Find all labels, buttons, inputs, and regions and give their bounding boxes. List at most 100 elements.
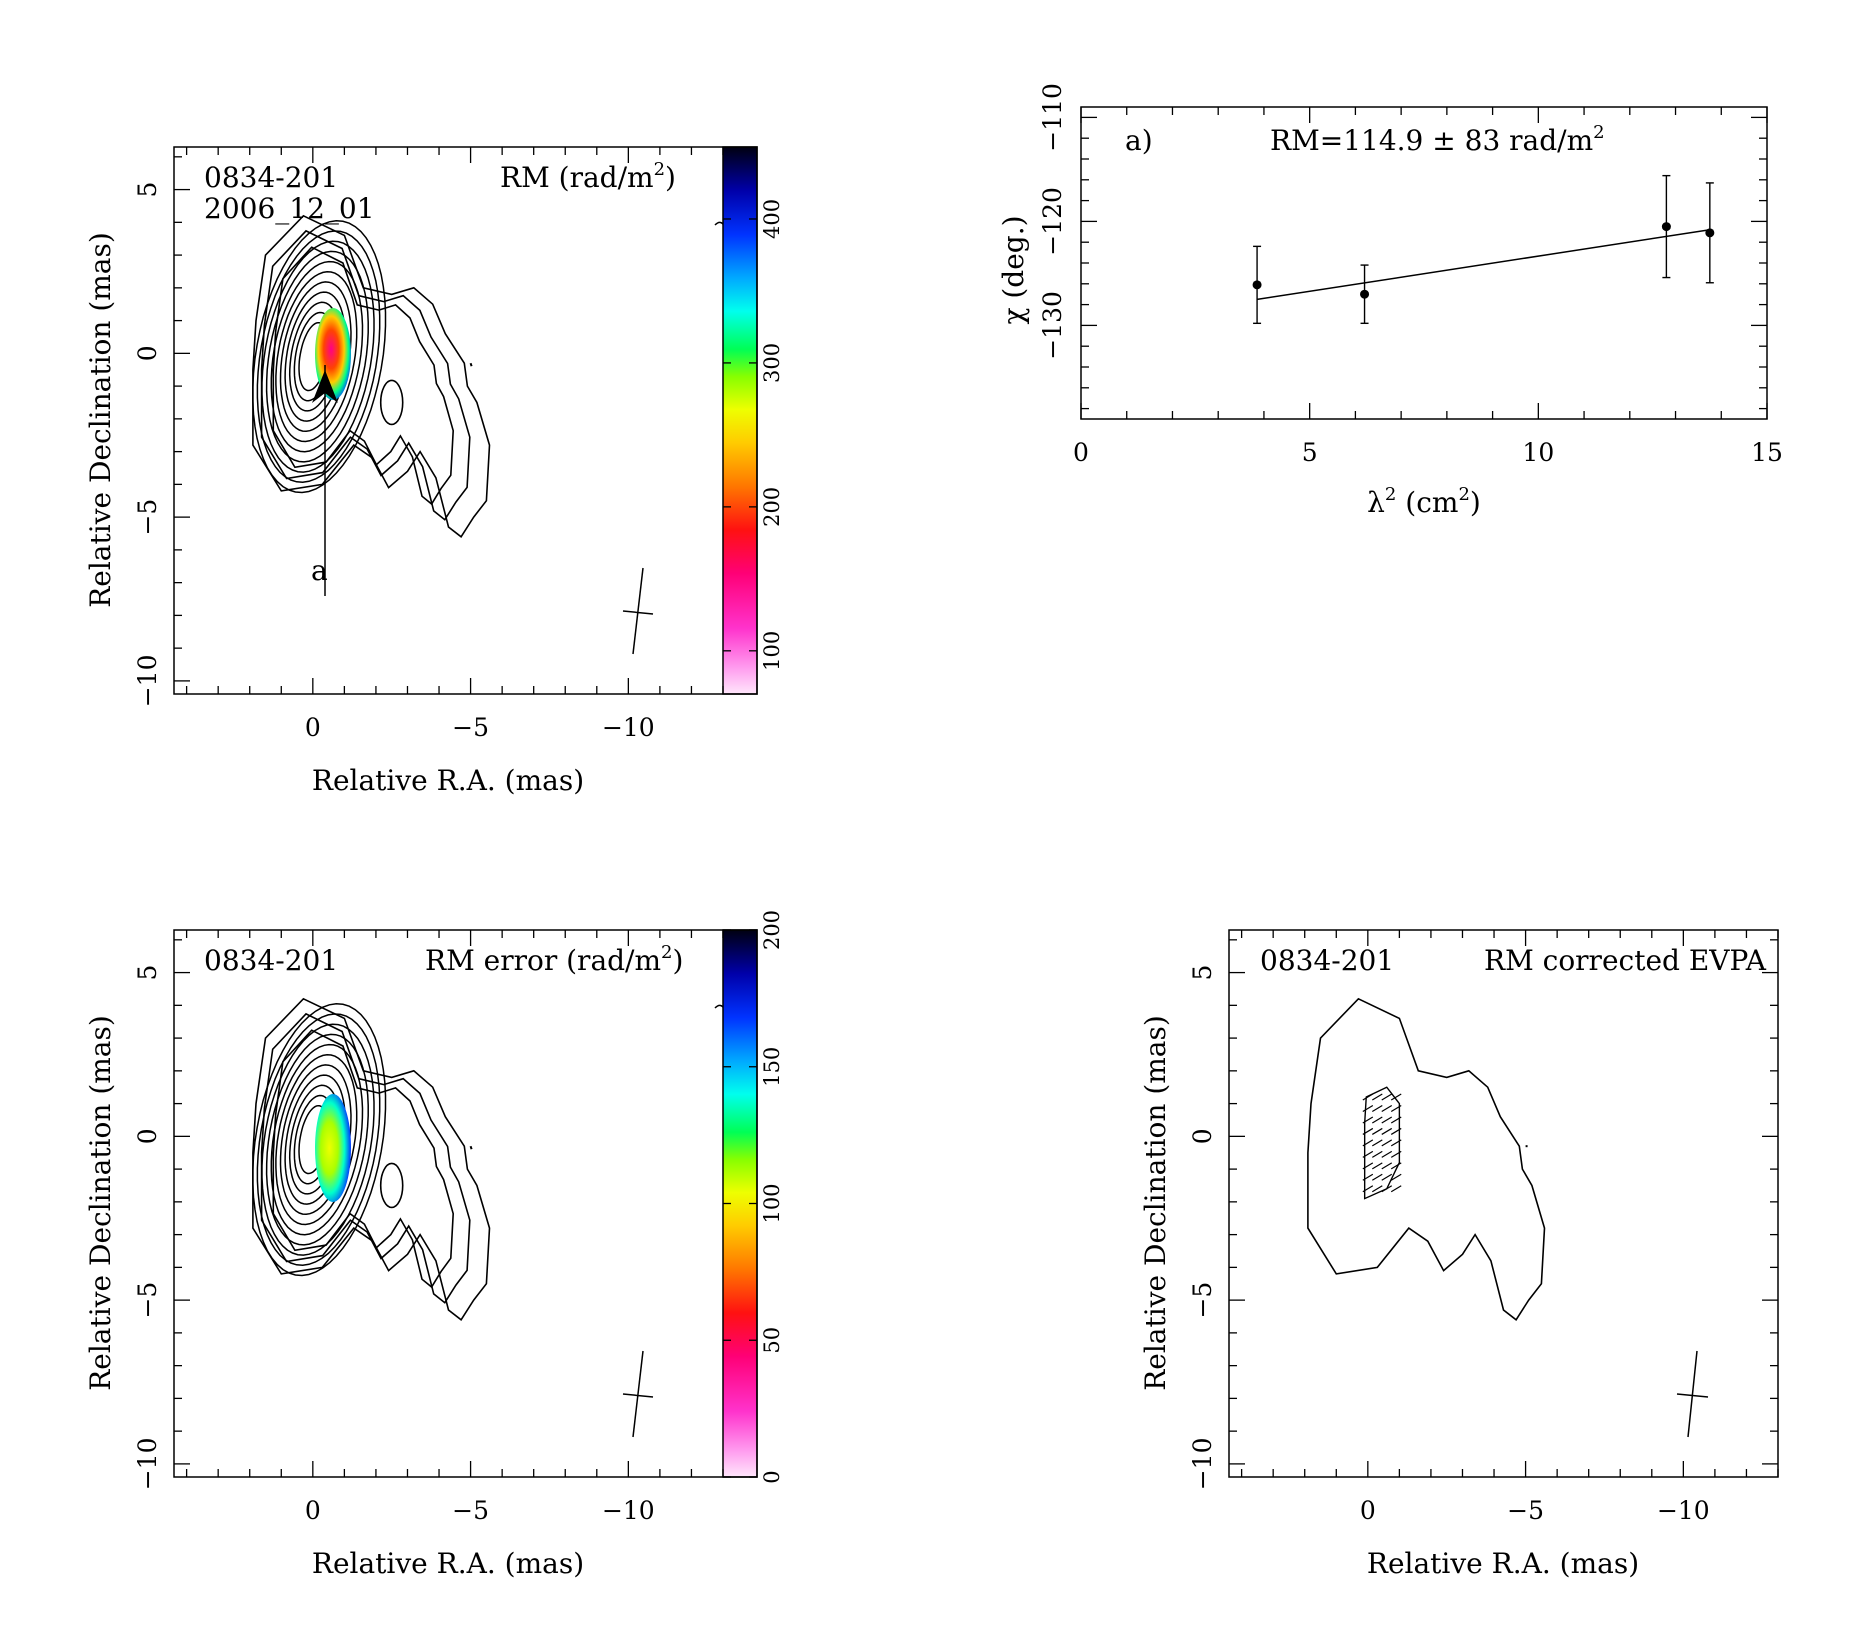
evpa-ylabel: Relative Declination (mas) (1139, 1015, 1172, 1391)
rm-error-contours (252, 997, 723, 1321)
evpa-frame (1228, 929, 1779, 1478)
colorbar-tick-label: 0 (760, 1470, 784, 1483)
contour (252, 1003, 387, 1277)
y-tick-label: −110 (1038, 83, 1067, 152)
x-tick-label: 0 (1073, 438, 1089, 467)
y-tick-label: −5 (133, 1282, 162, 1319)
rm-fit-marks (1252, 174, 1715, 325)
contour (469, 362, 473, 367)
data-point (1661, 222, 1671, 232)
evpa-vector (1362, 1093, 1374, 1101)
contour (275, 1054, 358, 1226)
contour (261, 1023, 375, 1256)
contour (284, 1074, 346, 1205)
evpa-vector (1362, 1139, 1374, 1147)
evpa-vector (1371, 1185, 1383, 1193)
contour (256, 1013, 381, 1267)
contour (252, 220, 387, 494)
x-tick-label: 0 (305, 1496, 321, 1525)
evpa-vector (1381, 1150, 1393, 1158)
evpa-axes: 0 −5 −10 5 0 −5 −10 (1188, 930, 1779, 1525)
evpa-vector (1371, 1093, 1383, 1101)
evpa-vector (1362, 1173, 1374, 1181)
rm-map-axes: 0 −5 −10 5 0 −5 −10 100 200 300 400 (133, 147, 784, 742)
evpa-vector (1362, 1104, 1374, 1113)
panel-rm-error-map: 0834-201 RM error (rad/m2) Relative R.A.… (84, 910, 784, 1580)
y-tick-label: −10 (1188, 1438, 1217, 1491)
x-tick-label: −5 (1507, 1496, 1544, 1525)
contour (275, 271, 358, 443)
x-tick-label: −10 (602, 1496, 655, 1525)
colorbar-tick-label: 200 (760, 487, 784, 527)
y-tick-label: −10 (133, 1438, 162, 1491)
evpa-vector (1371, 1162, 1383, 1170)
y-tick-label: 0 (133, 1128, 162, 1144)
evpa-vector (1390, 1173, 1402, 1181)
x-tick-label: −10 (1657, 1496, 1710, 1525)
rm-fit-axes: 0 5 10 15 −110 −120 −130 (1038, 83, 1783, 467)
panel-evpa-map: 0834-201 RM corrected EVPA Relative R.A.… (1139, 929, 1779, 1580)
evpa-vector (1390, 1150, 1402, 1158)
evpa-region (1363, 1086, 1401, 1200)
evpa-vector (1390, 1093, 1402, 1101)
rm-error-ylabel: Relative Declination (mas) (84, 1015, 117, 1391)
y-tick-label: 0 (1188, 1128, 1217, 1144)
rm-map-frame (173, 146, 758, 695)
y-tick-label: −5 (133, 499, 162, 536)
y-tick-label: 5 (133, 182, 162, 198)
evpa-vector (1371, 1139, 1383, 1147)
evpa-contours (1307, 997, 1546, 1321)
rm-error-beam (622, 1350, 654, 1438)
evpa-xlabel: Relative R.A. (mas) (1367, 1547, 1639, 1580)
rm-fit-annotation: RM=114.9 ± 83 rad/m2 (1270, 122, 1605, 157)
evpa-vector (1381, 1116, 1393, 1124)
contour (270, 260, 364, 453)
x-tick-label: 0 (305, 713, 321, 742)
evpa-vector (1371, 1150, 1383, 1158)
evpa-vector (1381, 1093, 1393, 1101)
evpa-vector (1362, 1116, 1374, 1124)
contour (379, 1162, 404, 1209)
rm-map-beam (622, 567, 654, 655)
x-tick-label: 15 (1751, 438, 1783, 467)
evpa-vector (1371, 1127, 1383, 1135)
colorbar-tick-label: 300 (760, 343, 784, 383)
contour (272, 246, 455, 506)
contour (714, 221, 723, 226)
y-tick-label: −130 (1038, 291, 1067, 360)
rm-map-epoch: 2006_12_01 (204, 192, 375, 225)
contour (261, 240, 375, 473)
evpa-title: RM corrected EVPA (1484, 944, 1767, 977)
rm-error-source: 0834-201 (204, 944, 338, 977)
panel-rm-map: a 0834-201 2006_12_01 RM (rad/m2) Relati… (84, 146, 784, 797)
colorbar-tick-label: 200 (760, 910, 784, 950)
rm-map-colorbar (722, 146, 758, 695)
contour (265, 1033, 369, 1246)
rm-fit-tag: a) (1125, 124, 1153, 157)
contour (260, 229, 471, 521)
rm-error-xlabel: Relative R.A. (mas) (312, 1547, 584, 1580)
evpa-vector (1381, 1162, 1393, 1170)
evpa-vector (1362, 1150, 1374, 1158)
evpa-vector (1362, 1127, 1374, 1135)
contour (279, 1064, 352, 1216)
colorbar-tick-label: 400 (760, 199, 784, 239)
contour (256, 230, 381, 484)
evpa-vector (1390, 1104, 1402, 1113)
x-tick-label: −5 (452, 1496, 489, 1525)
y-tick-label: −5 (1188, 1282, 1217, 1319)
evpa-vector (1390, 1116, 1402, 1124)
colorbar-tick-label: 50 (760, 1327, 784, 1354)
contour (260, 1012, 471, 1304)
rm-map-colorbar-title: RM (rad/m2) (500, 159, 676, 194)
x-tick-label: −5 (452, 713, 489, 742)
x-tick-label: 10 (1522, 438, 1554, 467)
evpa-vector (1390, 1127, 1402, 1135)
evpa-vector (1371, 1173, 1383, 1181)
evpa-vector (1371, 1116, 1383, 1124)
evpa-vector (1390, 1139, 1402, 1147)
contour (1307, 997, 1546, 1321)
colorbar-tick-label: 100 (760, 631, 784, 671)
rm-error-colorbar-title: RM error (rad/m2) (425, 942, 683, 977)
